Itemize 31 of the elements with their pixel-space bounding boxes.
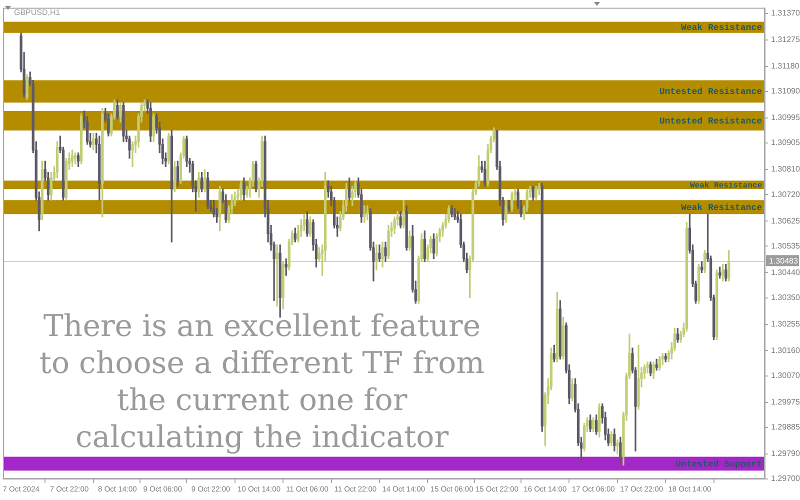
y-tick-label: 1.30995 [771, 113, 800, 122]
annotation: There is an excellent feature to choose a different TF from the current one for calculating the indicator [39, 309, 485, 455]
band-label: Untested Support [676, 459, 762, 470]
band-label: Weak Resistance [690, 181, 762, 190]
band-label: Untested Resistance [659, 116, 762, 126]
y-tick-label: 1.30905 [771, 138, 800, 148]
y-tick-label: 1.29885 [771, 422, 800, 432]
y-tick-label: 1.30810 [771, 164, 800, 174]
y-tick-label: 1.29975 [771, 398, 800, 407]
ref-line-label: 1.30483 [769, 256, 798, 266]
y-tick-label: 1.30535 [771, 241, 800, 250]
candlestick [363, 205, 366, 223]
band-label: Weak Resistance [680, 202, 762, 213]
y-tick-label: 1.30070 [771, 371, 800, 380]
y-tick-label: 1.29790 [771, 449, 800, 458]
y-tick-label: 1.30160 [771, 346, 800, 355]
y-tick-label: 1.29700 [771, 474, 800, 484]
y-tick-label: 1.31090 [771, 86, 800, 96]
y-tick-label: 1.30350 [771, 292, 800, 302]
band-label: Untested Resistance [659, 87, 762, 98]
band-label: Weak Resistance [680, 23, 762, 34]
y-tick-label: 1.30720 [771, 190, 800, 199]
y-tick-label: 1.30255 [771, 319, 800, 328]
candlestick [276, 244, 278, 306]
y-tick-label: 1.31180 [771, 62, 800, 71]
y-tick-label: 1.30625 [771, 216, 800, 226]
chart-title: GBPUSD,H1 [14, 8, 61, 18]
y-tick-label: 1.31370 [771, 8, 800, 18]
candlestick [366, 205, 369, 220]
y-tick-label: 1.31275 [771, 35, 800, 44]
y-tick-label: 1.30440 [771, 268, 800, 277]
